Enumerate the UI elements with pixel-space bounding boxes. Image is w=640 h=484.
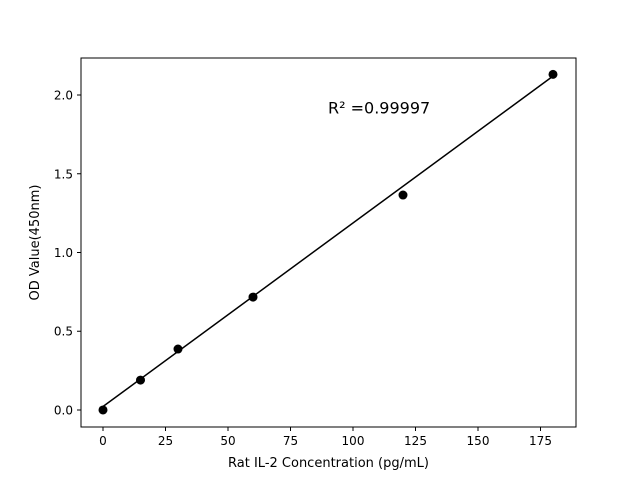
x-tick-label: 25 xyxy=(158,434,173,448)
y-tick-label: 1.5 xyxy=(54,167,73,181)
y-axis-label: OD Value(450nm) xyxy=(28,185,43,301)
annotation-r-squared: R² =0.99997 xyxy=(328,99,430,118)
data-point xyxy=(136,375,145,385)
data-point xyxy=(173,344,183,354)
data-point xyxy=(398,190,408,200)
x-tick-label: 150 xyxy=(467,434,490,448)
data-point xyxy=(548,69,558,79)
data-point xyxy=(248,292,258,302)
y-tick-label: 1.0 xyxy=(54,246,73,260)
x-tick-label: 75 xyxy=(283,434,298,448)
x-axis-label: Rat IL-2 Concentration (pg/mL) xyxy=(228,456,429,471)
x-tick-label: 125 xyxy=(404,434,427,448)
x-tick-label: 50 xyxy=(220,434,235,448)
y-tick-label: 0.0 xyxy=(54,403,73,417)
data-point xyxy=(98,405,108,415)
x-tick-label: 100 xyxy=(342,434,365,448)
y-tick-label: 0.5 xyxy=(54,325,73,339)
y-tick-label: 2.0 xyxy=(54,89,73,103)
x-tick-label: 175 xyxy=(529,434,552,448)
x-tick-label: 0 xyxy=(99,434,107,448)
